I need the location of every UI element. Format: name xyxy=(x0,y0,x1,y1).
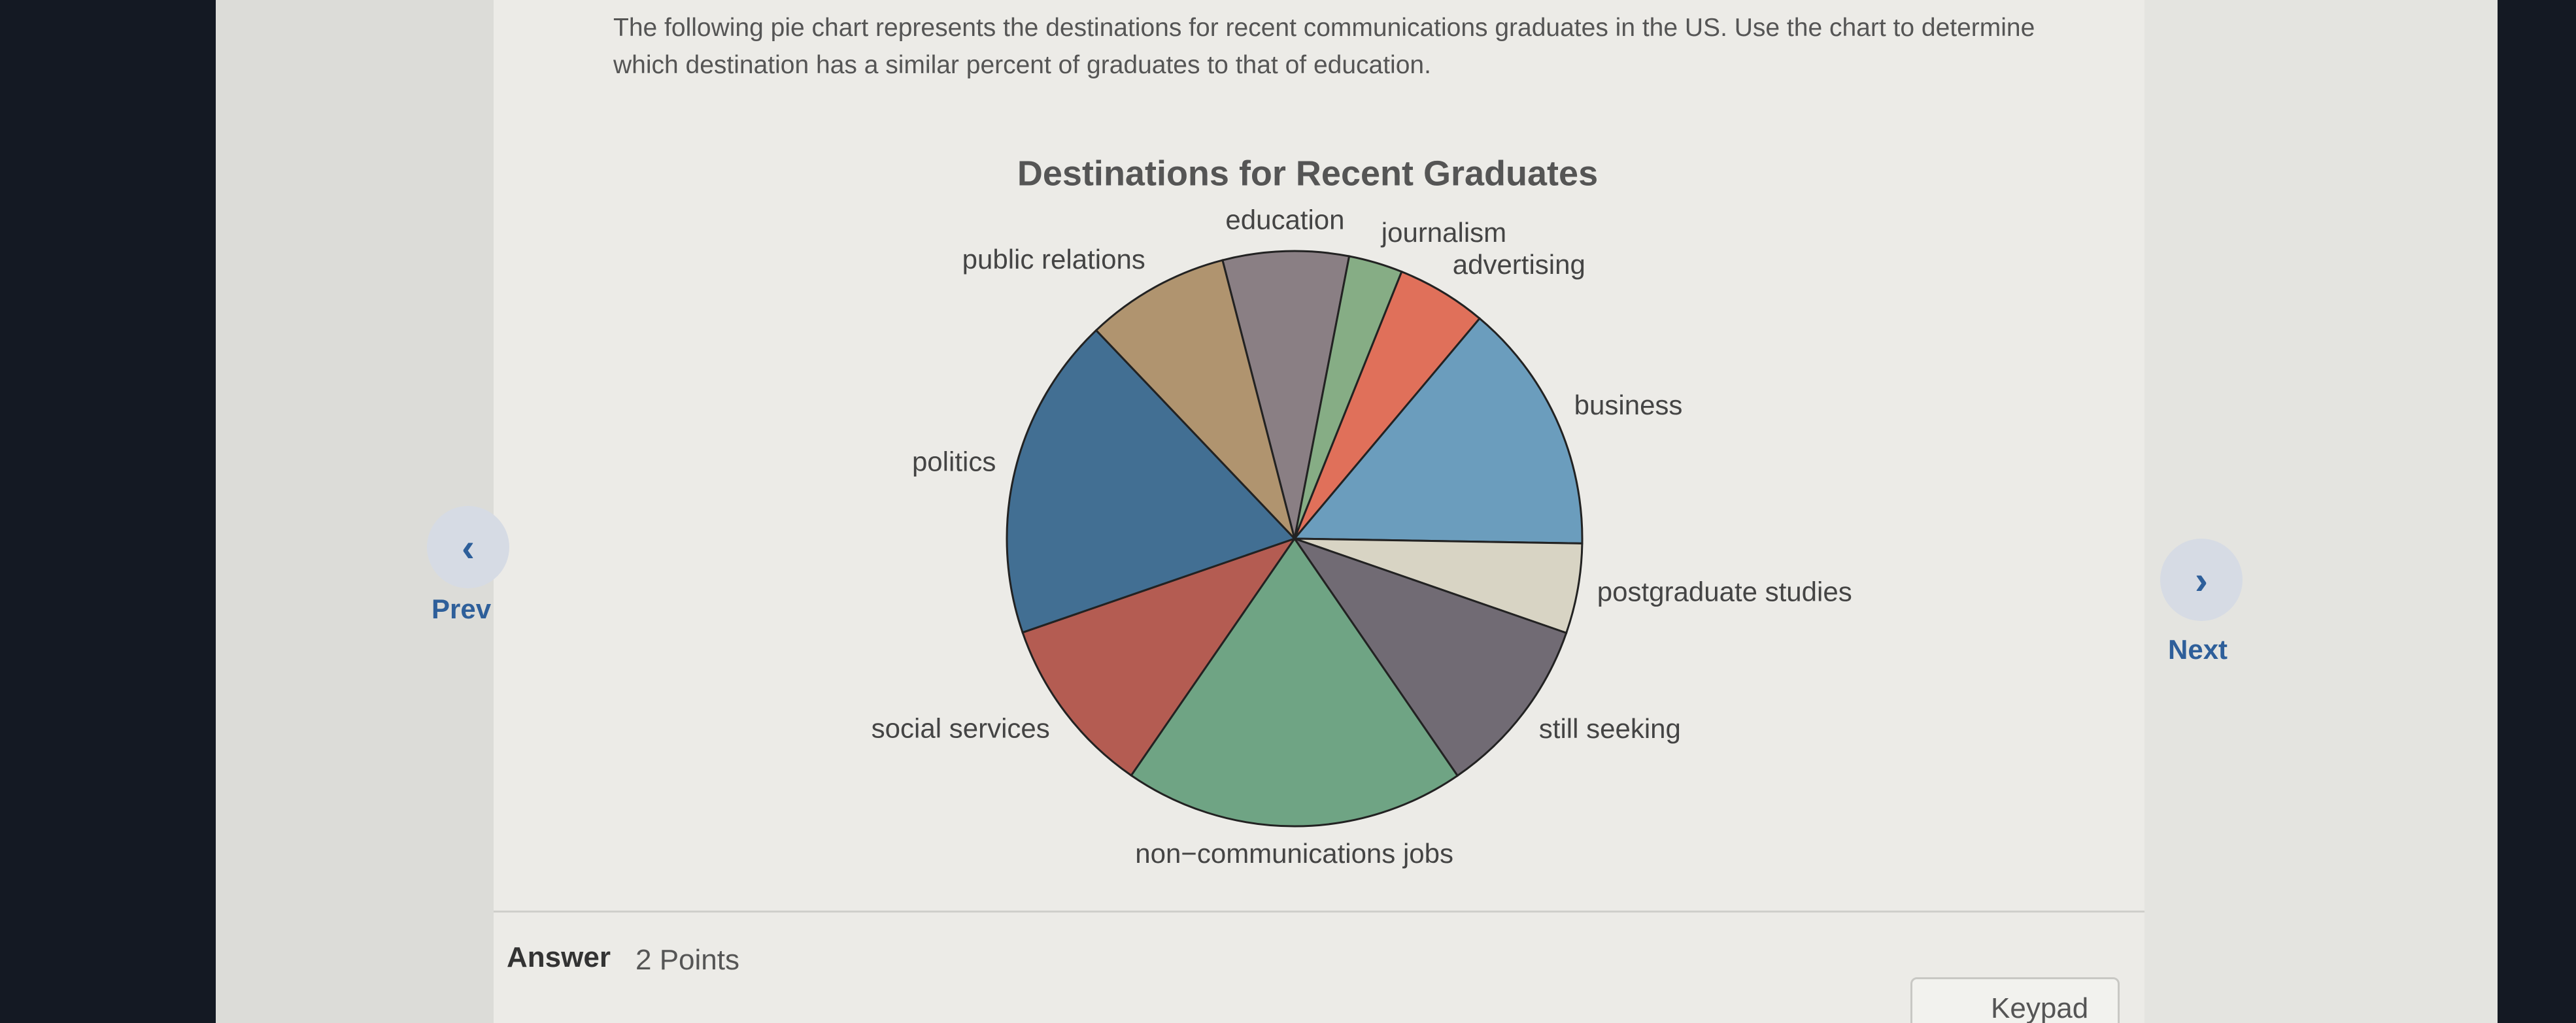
slice-label: public relations xyxy=(962,244,1145,275)
pie-slice xyxy=(1221,250,1351,539)
slice-label: non−communications jobs xyxy=(1135,838,1453,869)
slice-label: social services xyxy=(872,713,1050,744)
next-button[interactable]: › xyxy=(2160,539,2243,621)
question-text: The following pie chart represents the d… xyxy=(613,14,2035,79)
side-panel xyxy=(2144,0,2498,1023)
divider xyxy=(494,911,2144,913)
slice-label: journalism xyxy=(1380,217,1506,248)
pie-slice xyxy=(1021,537,1297,777)
chart-title: Destinations for Recent Graduates xyxy=(1017,154,1598,193)
slice-label: advertising xyxy=(1453,249,1585,280)
slice-label: politics xyxy=(912,446,996,477)
pie-slice xyxy=(1292,537,1568,777)
next-label[interactable]: Next xyxy=(2168,634,2228,665)
prev-label[interactable]: Prev xyxy=(432,594,492,624)
keypad-button[interactable]: Keypad xyxy=(1910,977,2120,1023)
answer-label: Answer xyxy=(507,941,611,973)
slice-label: business xyxy=(1574,390,1683,420)
slice-label: postgraduate studies xyxy=(1597,577,1852,607)
slice-label: still seeking xyxy=(1539,713,1681,744)
slice-label: education xyxy=(1225,204,1344,235)
pie-slice xyxy=(1006,329,1296,634)
prev-button[interactable]: ‹ xyxy=(427,506,509,588)
pie-slice xyxy=(1292,317,1584,545)
pie-slice xyxy=(1130,537,1459,828)
points-label: 2 Points xyxy=(636,944,739,976)
pie-slice xyxy=(1094,259,1296,543)
